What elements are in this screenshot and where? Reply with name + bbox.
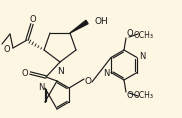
Polygon shape (70, 20, 88, 33)
Text: OCH₃: OCH₃ (134, 30, 154, 40)
Text: O: O (127, 30, 133, 38)
Text: N: N (139, 52, 145, 61)
Text: N: N (38, 84, 44, 93)
Text: N: N (103, 69, 109, 78)
Text: O: O (3, 44, 10, 53)
Text: O: O (30, 15, 36, 23)
Text: O: O (22, 69, 28, 78)
Text: OH: OH (95, 17, 109, 25)
Text: O: O (127, 91, 133, 101)
Text: OCH₃: OCH₃ (134, 91, 154, 99)
Text: O: O (84, 78, 92, 86)
Text: N: N (58, 67, 64, 76)
